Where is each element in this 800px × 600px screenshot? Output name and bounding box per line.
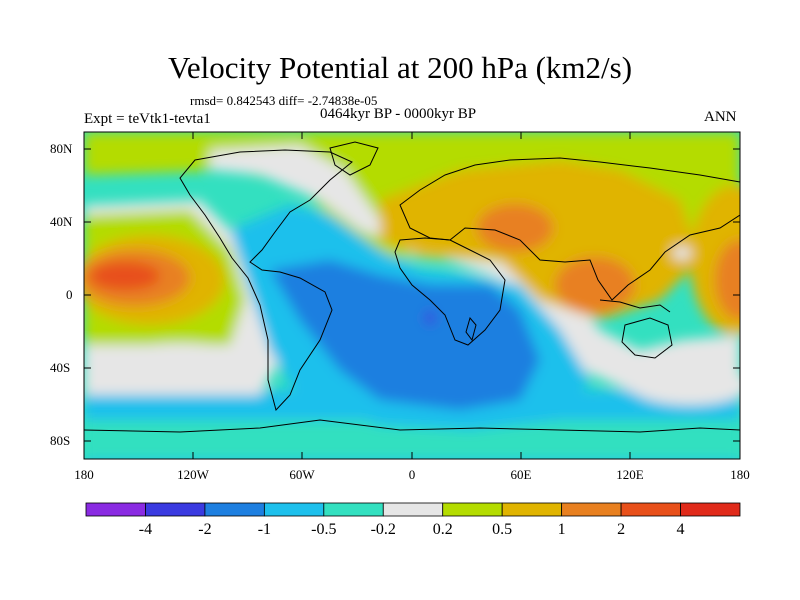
x-label-60w: 60W [289,467,315,482]
colorbar-label: -2 [198,521,212,538]
colorbar-swatch [85,502,146,517]
colorbar-label: 0.5 [492,521,513,538]
colorbar-swatch [382,502,444,517]
coastlines [84,141,740,433]
colorbar-swatch [323,502,384,517]
colorbar-label: -0.5 [311,521,337,538]
y-label-40s: 40S [50,360,71,375]
plot-title: Velocity Potential at 200 hPa (km2/s) [167,50,633,85]
x-label-120e: 120E [616,467,644,482]
y-label-0: 0 [66,287,73,302]
season-label: ANN [704,109,737,125]
colorbar-swatch [145,502,206,517]
colorbar-swatch [442,502,503,517]
stats-text: rmsd= 0.842543 diff= -2.74838e-05 [190,93,378,108]
x-label-60e: 60E [510,467,532,482]
y-label-80n: 80N [50,141,73,156]
x-label-180e: 180 [730,467,750,482]
colorbar-label: 2 [617,521,626,538]
x-label-120w: 120W [177,467,209,482]
colorbar-swatch [263,502,325,517]
colorbar-swatch [204,502,265,517]
colorbar-label: 1 [557,521,566,538]
colorbar-swatch [561,502,622,517]
colorbar-swatch [501,502,563,517]
experiment-label: Expt = teVtk1-tevta1 [84,111,211,127]
period-label: 0464kyr BP - 0000kyr BP [320,106,477,122]
colorbar-label: 4 [676,521,685,538]
contour-field [84,132,740,459]
x-label-180w: 180 [74,467,94,482]
colorbar-label: 0.2 [432,521,453,538]
colorbar-label: -1 [257,521,272,538]
colorbar-label: -0.2 [370,521,396,538]
x-label-0: 0 [408,467,416,482]
y-label-40n: 40N [50,214,73,229]
colorbar-swatch [680,502,741,517]
y-label-80s: 80S [50,433,71,448]
colorbar-swatch [620,502,681,517]
colorbar-label: -4 [138,521,153,538]
axis-ticks [84,132,740,459]
